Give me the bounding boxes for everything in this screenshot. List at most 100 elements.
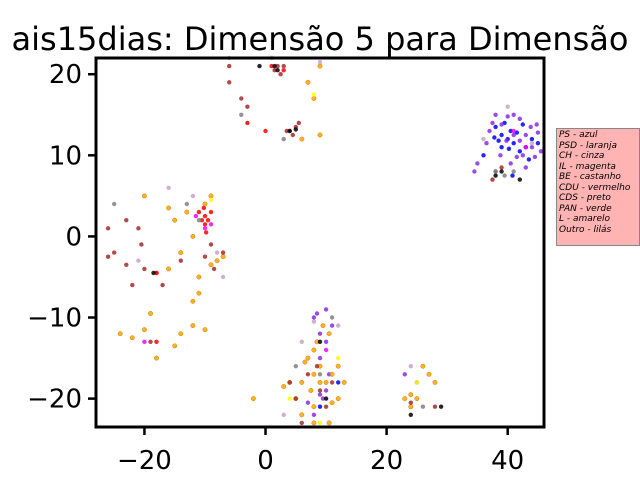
- x-tick-label: 0: [257, 446, 274, 476]
- scatter-point: [287, 396, 292, 401]
- scatter-point: [281, 136, 286, 142]
- scatter-point: [517, 138, 522, 143]
- scatter-point: [320, 323, 326, 329]
- scatter-point: [105, 254, 111, 259]
- scatter-point: [532, 154, 538, 160]
- scatter-point: [190, 193, 196, 199]
- scatter-point: [317, 420, 323, 426]
- scatter-point: [220, 274, 226, 280]
- scatter-point: [112, 201, 117, 207]
- scatter-point: [323, 339, 329, 344]
- scatter-point: [178, 331, 184, 337]
- scatter-point: [329, 400, 335, 406]
- scatter-point: [293, 364, 298, 369]
- scatter-point: [166, 185, 171, 190]
- scatter-point: [517, 149, 522, 154]
- y-tick-label: 20: [49, 60, 82, 90]
- scatter-point: [511, 132, 516, 138]
- scatter-point: [130, 282, 135, 288]
- scatter-point: [202, 254, 208, 259]
- legend-entry: Outro - lilás: [559, 224, 612, 235]
- scatter-point: [281, 63, 286, 69]
- scatter-point: [190, 298, 196, 304]
- scatter-point: [311, 404, 317, 410]
- scatter-point: [511, 112, 516, 118]
- legend-entry: L - amarelo: [559, 214, 611, 224]
- legend-entry: CDU - vermelho: [559, 182, 631, 193]
- scatter-point: [281, 412, 286, 417]
- scatter-point: [508, 161, 513, 166]
- scatter-point: [220, 250, 226, 255]
- scatter-point: [335, 363, 341, 369]
- scatter-point: [314, 364, 320, 369]
- scatter-point: [511, 141, 516, 146]
- scatter-point: [281, 68, 286, 73]
- scatter-point: [535, 130, 541, 135]
- legend-entry: PAN - verde: [559, 203, 612, 214]
- scatter-point: [142, 339, 147, 344]
- scatter-point: [502, 173, 507, 178]
- scatter-point: [311, 420, 317, 426]
- scatter-point: [317, 132, 323, 138]
- scatter-point: [196, 218, 202, 223]
- scatter-point: [204, 230, 209, 235]
- x-tick-label: 40: [491, 446, 524, 476]
- scatter-point: [305, 372, 311, 377]
- scatter-point: [311, 92, 317, 97]
- scatter-point: [414, 380, 420, 385]
- scatter-point: [499, 132, 504, 138]
- y-tick-label: 0: [65, 222, 82, 252]
- scatter-point: [511, 128, 516, 134]
- scatter-point: [336, 355, 341, 361]
- scatter-point: [329, 380, 335, 385]
- scatter-point: [414, 396, 420, 402]
- scatter-point: [142, 266, 147, 272]
- scatter-point: [523, 145, 528, 150]
- scatter-point: [151, 270, 156, 276]
- scatter-point: [529, 145, 535, 150]
- scatter-point: [326, 420, 332, 426]
- scatter-point: [499, 165, 504, 170]
- scatter-point: [499, 169, 504, 174]
- scatter-point: [172, 343, 178, 349]
- scatter-point: [317, 404, 323, 409]
- scatter-point: [498, 153, 503, 158]
- scatter-point: [529, 141, 535, 146]
- y-tick-label: −10: [27, 304, 82, 334]
- y-tick-label: 10: [49, 141, 82, 171]
- scatter-point: [317, 392, 323, 397]
- scatter-point: [239, 96, 244, 101]
- scatter-point: [408, 400, 413, 405]
- scatter-point: [323, 347, 329, 353]
- scatter-point: [510, 173, 515, 178]
- scatter-point: [293, 127, 298, 132]
- scatter-point: [408, 404, 414, 410]
- scatter-point: [499, 122, 504, 127]
- scatter-point: [202, 327, 208, 333]
- scatter-point: [432, 404, 438, 409]
- scatter-point: [311, 371, 317, 377]
- scatter-point: [323, 404, 329, 409]
- scatter-point: [141, 327, 147, 333]
- scatter-point: [245, 120, 250, 126]
- scatter-point: [112, 250, 117, 255]
- scatter-point: [323, 307, 329, 312]
- scatter-point: [141, 193, 147, 199]
- scatter-point: [281, 384, 287, 389]
- scatter-point: [317, 355, 323, 361]
- x-tick-label: 20: [370, 446, 403, 476]
- legend-entry: IL - magenta: [559, 161, 616, 172]
- scatter-point: [154, 339, 159, 344]
- scatter-point: [239, 112, 244, 118]
- scatter-point: [505, 114, 510, 119]
- scatter-point: [205, 218, 211, 223]
- scatter-point: [529, 136, 535, 142]
- scatter-point: [311, 347, 317, 353]
- scatter-point: [472, 169, 477, 174]
- scatter-point: [184, 209, 190, 215]
- scatter-point: [190, 323, 196, 329]
- scatter-point: [493, 169, 498, 174]
- scatter-point: [202, 222, 208, 227]
